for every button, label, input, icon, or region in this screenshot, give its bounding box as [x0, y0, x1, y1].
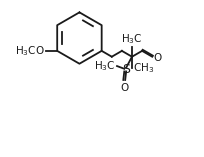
Text: O: O: [120, 83, 129, 93]
Text: H$_3$C: H$_3$C: [94, 59, 115, 73]
Text: O: O: [153, 53, 161, 63]
Text: S: S: [122, 63, 130, 76]
Text: H$_3$CO: H$_3$CO: [15, 44, 45, 58]
Text: H$_3$C: H$_3$C: [121, 32, 143, 46]
Text: CH$_3$: CH$_3$: [133, 62, 154, 75]
